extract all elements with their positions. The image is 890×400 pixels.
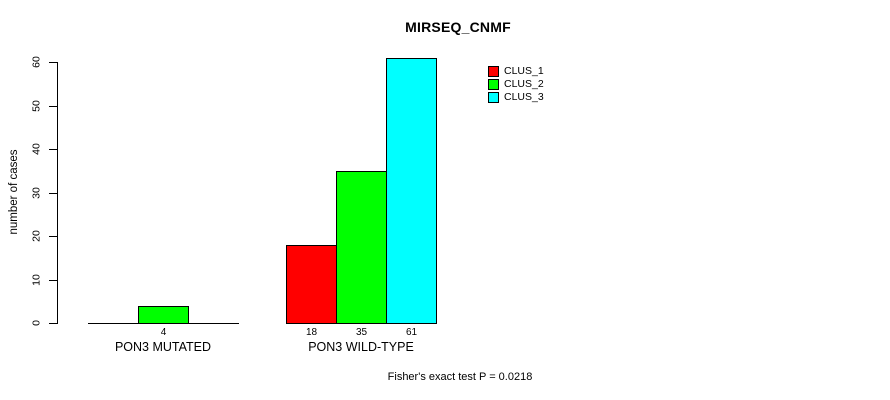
bar-clus_2-pon3-mutated bbox=[138, 306, 189, 323]
group-baseline bbox=[286, 323, 437, 324]
y-tick-label: 40 bbox=[30, 143, 43, 155]
y-axis-line bbox=[57, 62, 58, 324]
bar-value-label: 35 bbox=[355, 327, 368, 338]
bar-value-label: 61 bbox=[405, 327, 418, 338]
bar-value-label: 18 bbox=[305, 327, 318, 338]
bar-value-label: 4 bbox=[160, 327, 167, 338]
x-category-label: PON3 WILD-TYPE bbox=[308, 340, 414, 354]
x-category-label: PON3 MUTATED bbox=[114, 340, 212, 354]
legend-swatch-clus_1 bbox=[488, 66, 499, 77]
legend-label: CLUS_2 bbox=[504, 78, 544, 90]
y-tick-label: 10 bbox=[30, 273, 43, 286]
legend-item: CLUS_3 bbox=[488, 92, 544, 103]
y-tick-mark bbox=[49, 323, 57, 324]
y-tick-label: 0 bbox=[30, 320, 43, 326]
bar-clus_3-pon3-wild-type bbox=[386, 58, 437, 323]
legend-label: CLUS_1 bbox=[504, 65, 544, 77]
legend: CLUS_1 CLUS_2 CLUS_3 bbox=[488, 66, 544, 103]
y-tick-mark bbox=[49, 236, 57, 237]
group-baseline bbox=[88, 323, 239, 324]
y-tick-label: 20 bbox=[30, 230, 43, 242]
legend-swatch-clus_2 bbox=[488, 79, 499, 90]
legend-swatch-clus_3 bbox=[488, 92, 499, 103]
y-tick-mark bbox=[49, 192, 57, 194]
y-tick-mark bbox=[49, 62, 57, 63]
y-tick-mark bbox=[49, 105, 57, 107]
bar-clus_1-pon3-wild-type bbox=[286, 245, 337, 323]
y-tick-mark bbox=[49, 279, 57, 281]
annotation-text: Fisher's exact test P = 0.0218 bbox=[387, 371, 533, 383]
y-tick-label: 60 bbox=[30, 56, 43, 68]
legend-item: CLUS_2 bbox=[488, 79, 544, 90]
y-tick-mark bbox=[49, 149, 57, 150]
legend-item: CLUS_1 bbox=[488, 66, 544, 77]
chart-title: MIRSEQ_CNMF bbox=[405, 19, 511, 35]
bar-clus_2-pon3-wild-type bbox=[336, 171, 387, 323]
y-tick-label: 50 bbox=[30, 99, 43, 112]
y-axis-label: number of cases bbox=[8, 149, 20, 235]
legend-label: CLUS_3 bbox=[504, 91, 544, 103]
y-tick-label: 30 bbox=[30, 186, 43, 199]
